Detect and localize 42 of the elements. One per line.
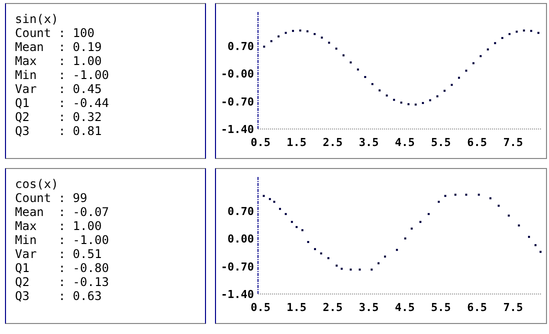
y-tick-label: -0.00 <box>220 68 254 81</box>
x-tick-label: 2.5 <box>322 301 343 314</box>
text: Max : 1.00 <box>15 54 102 68</box>
x-tick-label: 6.5 <box>467 136 487 149</box>
text: Max : 1.00 <box>15 219 102 233</box>
x-tick-label: 4.5 <box>394 301 415 314</box>
text: Count : 99 <box>15 191 88 205</box>
x-tick-label: 7.5 <box>503 136 524 149</box>
text: Var : 0.51 <box>15 247 102 261</box>
x-tick-label: 5.5 <box>431 136 451 149</box>
y-tick-label: -0.70 <box>220 95 254 108</box>
x-tick-label: 7.5 <box>503 301 524 314</box>
text: Q2 : 0.32 <box>15 110 102 124</box>
y-tick-label: 0.00 <box>228 232 254 246</box>
text: Q2 : -0.13 <box>15 275 109 289</box>
text: Min : -1.00 <box>15 68 109 82</box>
text: Q3 : 0.81 <box>15 124 102 138</box>
x-tick-label: 5.5 <box>431 301 451 314</box>
x-tick-label: 3.5 <box>358 136 379 149</box>
y-tick-label: -1.40 <box>220 122 254 136</box>
text: Count : 100 <box>15 26 94 40</box>
y-tick-label: -1.40 <box>220 288 254 301</box>
y-tick-label: 0.70 <box>228 205 254 218</box>
x-tick-label: 4.5 <box>394 136 415 149</box>
x-tick-label: 1.5 <box>286 136 307 149</box>
x-tick-label: 1.5 <box>286 301 307 314</box>
text: cos(x) <box>15 177 58 191</box>
text: Var : 0.45 <box>15 82 102 96</box>
x-tick-label: 0.5 <box>250 301 270 314</box>
text: Q1 : -0.80 <box>15 261 109 275</box>
text: Q1 : -0.44 <box>15 96 109 110</box>
text: Min : -1.00 <box>15 233 109 247</box>
y-tick-label: 0.70 <box>228 40 254 54</box>
x-tick-label: 6.5 <box>467 301 487 314</box>
y-tick-label: -0.70 <box>220 260 254 274</box>
text: sin(x) <box>15 12 58 26</box>
x-tick-label: 3.5 <box>358 301 379 314</box>
text: Mean : 0.19 <box>15 40 102 54</box>
text: Q3 : 0.63 <box>15 289 102 303</box>
text: Mean : -0.07 <box>15 205 109 219</box>
x-tick-label: 2.5 <box>322 136 343 149</box>
x-tick-label: 0.5 <box>250 136 270 149</box>
